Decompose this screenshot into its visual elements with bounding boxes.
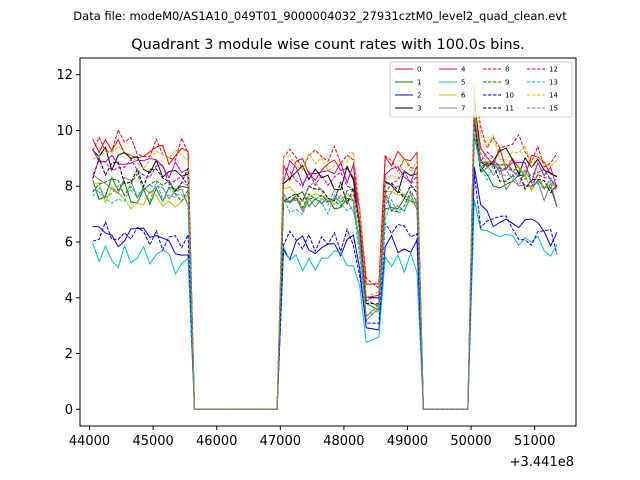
legend-label: 6 [461, 92, 466, 100]
series-line-1 [92, 135, 558, 410]
series-line-13 [92, 133, 558, 410]
plot-area [80, 58, 576, 426]
series-line-6 [92, 105, 558, 410]
legend-label: 10 [505, 92, 514, 100]
series-line-8 [92, 86, 558, 410]
y-tick-label: 6 [65, 236, 73, 251]
series-line-5 [92, 199, 558, 410]
series-line-14 [92, 82, 558, 410]
legend-label: 14 [549, 92, 558, 100]
y-tick-label: 10 [56, 124, 73, 139]
x-axis-offset-label: +3.441e8 [510, 455, 574, 470]
legend-label: 15 [549, 105, 558, 113]
legend-label: 3 [417, 105, 421, 113]
legend-label: 1 [417, 79, 421, 87]
chart-title: Quadrant 3 module wise count rates with … [131, 37, 525, 53]
legend-label: 11 [505, 105, 514, 113]
legend-label: 9 [505, 79, 509, 87]
y-axis: 0 2 4 6 8 10 12 [56, 68, 80, 418]
x-tick-label: 47000 [260, 434, 301, 449]
x-tick-label: 45000 [132, 434, 173, 449]
legend-label: 13 [549, 79, 558, 87]
series-line-2 [92, 166, 558, 410]
x-tick-label: 51000 [514, 434, 555, 449]
x-tick-label: 48000 [323, 434, 364, 449]
x-axis: 44000 45000 46000 47000 48000 49000 50000 51000 [69, 426, 555, 449]
series-line-7 [92, 122, 558, 410]
data-file-label: Data file: modeM0/AS1A10_049T01_90000040… [73, 9, 567, 23]
legend-label: 0 [417, 66, 421, 74]
x-tick-label: 49000 [387, 434, 428, 449]
series-lines [92, 82, 558, 410]
series-line-11 [92, 117, 558, 410]
x-tick-label: 46000 [196, 434, 237, 449]
y-tick-label: 0 [65, 403, 73, 418]
y-tick-label: 8 [65, 180, 73, 195]
x-tick-label: 50000 [450, 434, 491, 449]
legend-label: 8 [505, 66, 509, 74]
series-line-3 [92, 97, 558, 410]
legend-label: 12 [549, 66, 558, 74]
y-tick-label: 2 [65, 347, 73, 362]
legend-label: 7 [461, 105, 465, 113]
x-tick-label: 44000 [69, 434, 110, 449]
series-line-12 [92, 117, 558, 410]
y-tick-label: 4 [65, 291, 73, 306]
legend-label: 2 [417, 92, 421, 100]
series-line-15 [92, 115, 558, 410]
legend-frame [389, 61, 573, 118]
legend-label: 4 [461, 66, 466, 74]
legend-label: 5 [461, 79, 465, 87]
series-line-9 [92, 122, 558, 410]
y-tick-label: 12 [56, 68, 73, 83]
